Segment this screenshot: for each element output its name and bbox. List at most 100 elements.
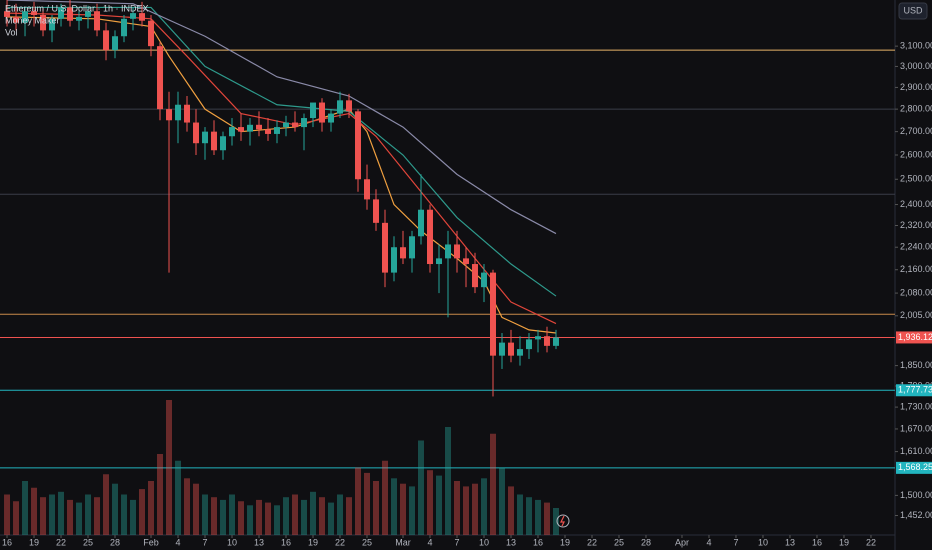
indicator-label: Vol [5, 27, 18, 37]
candle-body [184, 104, 191, 123]
level-label: 1,936.12 [898, 332, 932, 342]
candle-body [498, 342, 505, 356]
volume-bar [130, 499, 137, 535]
candle-body [525, 339, 532, 350]
volume-bar [372, 481, 379, 535]
volume-bar [408, 486, 415, 535]
y-tick-label: 2,080.00 [900, 287, 932, 297]
volume-bar [444, 427, 451, 535]
x-tick-label: 19 [560, 537, 570, 547]
candle-body [13, 16, 20, 23]
volume-bar [49, 494, 56, 535]
candle-body [292, 122, 299, 128]
x-tick-label: 4 [706, 537, 711, 547]
currency-button[interactable] [898, 2, 928, 20]
candle-body [310, 102, 317, 119]
candle-body [256, 124, 263, 130]
candle-body [31, 11, 38, 16]
y-tick-label: 1,500.00 [900, 490, 932, 500]
candle-body [85, 11, 92, 17]
candle-body [363, 179, 370, 200]
candle-body [301, 118, 308, 128]
candle-body [121, 18, 128, 37]
x-tick-label: 16 [2, 537, 12, 547]
x-tick-label: 22 [866, 537, 876, 547]
y-tick-label: 2,400.00 [900, 199, 932, 209]
volume-bar [238, 501, 245, 535]
volume-bar [220, 499, 227, 535]
volume-bar [534, 499, 541, 535]
volume-bar [363, 472, 370, 535]
volume-bar [112, 483, 119, 535]
candle-body [408, 236, 415, 259]
level-label: 1,777.73 [898, 385, 932, 395]
candle-body [346, 100, 353, 112]
volume-bar [139, 489, 146, 535]
volume-bar [310, 491, 317, 535]
candle-body [67, 7, 74, 21]
y-tick-label: 1,850.00 [900, 360, 932, 370]
x-tick-label: Feb [143, 537, 159, 547]
volume-bar [390, 478, 397, 535]
candle-body [435, 258, 442, 265]
candle-body [319, 102, 326, 123]
x-tick-label: 19 [839, 537, 849, 547]
volume-bar [76, 502, 83, 535]
x-tick-label: Mar [395, 537, 411, 547]
volume-bar [355, 467, 361, 535]
candle-body [238, 127, 245, 132]
x-tick-label: 28 [110, 537, 120, 547]
y-tick-label: 2,005.00 [900, 310, 932, 320]
candle-body [229, 127, 236, 137]
volume-bar [543, 502, 550, 535]
candle-body [22, 11, 29, 23]
candle-body [175, 104, 182, 121]
volume-bar [211, 497, 218, 535]
candle-body [220, 136, 227, 151]
level-label-box [896, 331, 932, 344]
candle-body [4, 11, 11, 17]
candle-body [462, 258, 469, 265]
x-tick-label: 25 [83, 537, 93, 547]
volume-bar [552, 508, 559, 535]
y-tick-label: 1,730.00 [900, 401, 932, 411]
volume-bar [319, 497, 326, 535]
volume-bar [85, 494, 92, 535]
x-tick-label: 25 [362, 537, 372, 547]
candle-body [355, 111, 361, 180]
candle-body [516, 349, 523, 356]
volume-bar [4, 494, 11, 535]
volume-bar [247, 505, 254, 535]
candle-body [58, 7, 65, 19]
volume-bar [148, 481, 155, 535]
candle-body [130, 13, 137, 19]
volume-bar [121, 494, 128, 535]
y-tick-label: 2,900.00 [900, 82, 932, 92]
candle-body [211, 131, 218, 151]
candle-body [166, 109, 173, 121]
candle-body [444, 244, 451, 259]
candle-body [381, 222, 388, 273]
candle-body [390, 247, 397, 273]
volume-bar [399, 483, 406, 535]
level-label-box [896, 461, 932, 474]
y-tick-label: 2,600.00 [900, 149, 932, 159]
replay-icon[interactable] [556, 514, 570, 528]
volume-bar [94, 497, 101, 535]
volume-bar [507, 486, 514, 535]
x-tick-label: 28 [641, 537, 651, 547]
volume-bar [471, 483, 478, 535]
candle-body [94, 11, 101, 31]
candle-body [103, 30, 110, 51]
candle-body [480, 272, 487, 288]
volume-bar [426, 470, 433, 535]
x-tick-label: 10 [227, 537, 237, 547]
y-tick-label: 3,000.00 [900, 61, 932, 71]
volume-bar [283, 497, 290, 535]
candle-body [552, 337, 559, 346]
x-tick-label: 13 [785, 537, 795, 547]
y-tick-label: 1,670.00 [900, 423, 932, 433]
currency-label[interactable]: USD [903, 5, 923, 15]
